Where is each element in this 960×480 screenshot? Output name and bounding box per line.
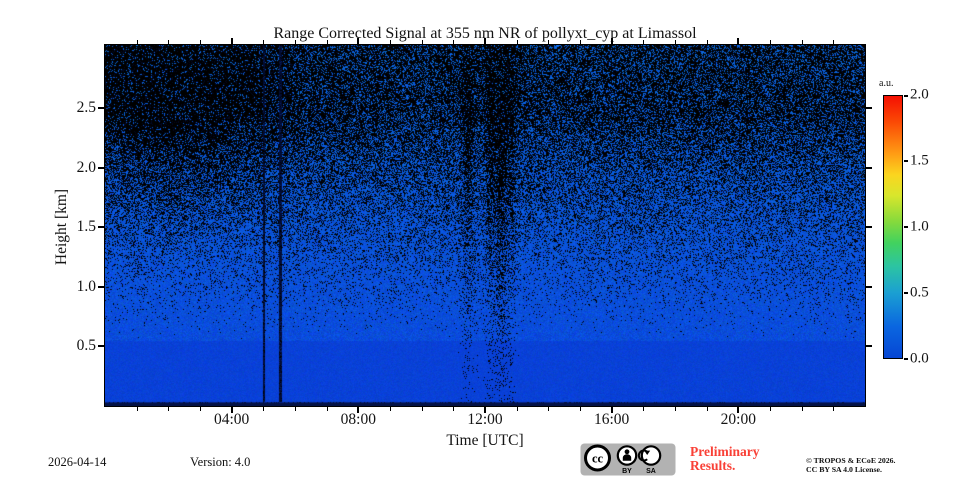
y-axis-tick-label: 0.5 — [76, 337, 96, 355]
by-person-icon — [616, 445, 638, 466]
axis-tick — [643, 407, 644, 411]
x-axis-tick-label: 12:00 — [467, 411, 503, 428]
axis-tick — [484, 38, 486, 44]
axis-tick — [904, 160, 908, 162]
y-axis-tick-label: 1.5 — [76, 218, 96, 236]
axis-tick — [675, 407, 676, 411]
axis-tick — [98, 345, 104, 348]
axis-tick — [610, 407, 613, 413]
axis-tick — [866, 166, 872, 169]
plot-area — [104, 44, 866, 407]
x-axis-tick-label: 04:00 — [214, 411, 250, 428]
axis-tick — [390, 40, 391, 44]
axis-tick — [833, 407, 834, 411]
axis-tick — [707, 40, 708, 44]
axis-tick — [357, 407, 360, 413]
footer-date: 2026-04-14 — [48, 455, 107, 469]
axis-tick — [866, 107, 872, 110]
colorbar-tick-label: 1.5 — [910, 152, 929, 169]
svg-text:cc: cc — [592, 452, 604, 466]
axis-tick — [517, 40, 518, 44]
axis-tick — [168, 407, 169, 411]
axis-tick — [904, 95, 908, 97]
axis-tick — [643, 40, 644, 44]
axis-tick — [707, 407, 708, 411]
axis-tick — [770, 40, 771, 44]
axis-tick — [230, 38, 233, 44]
cc-icon: cc — [584, 444, 611, 472]
axis-tick — [737, 38, 740, 44]
axis-tick — [98, 166, 104, 169]
axis-tick — [422, 407, 423, 411]
x-axis-tick-label: 08:00 — [340, 411, 376, 428]
axis-tick — [200, 407, 201, 411]
axis-tick — [295, 40, 296, 44]
axis-tick — [200, 40, 201, 44]
axis-tick — [802, 407, 803, 411]
copyright-line1: © TROPOS & ECoE 2026. — [806, 456, 896, 465]
axis-tick — [610, 38, 613, 44]
colorbar-tick-label: 1.0 — [910, 218, 929, 235]
cc-license-badge: cc BY SA — [580, 443, 676, 476]
axis-tick — [137, 407, 138, 411]
axis-tick — [230, 407, 233, 413]
colorbar-unit-label: a.u. — [879, 78, 894, 89]
axis-tick — [548, 407, 549, 411]
axis-tick — [327, 40, 328, 44]
footer-version: Version: 4.0 — [190, 455, 251, 469]
axis-tick — [295, 407, 296, 411]
axis-tick — [263, 407, 264, 411]
sa-arrow-icon — [637, 445, 662, 466]
axis-tick — [904, 226, 908, 228]
preliminary-results-note: Preliminary Results. — [690, 445, 759, 473]
axis-tick — [548, 40, 549, 44]
colorbar-tick-label: 2.0 — [910, 86, 929, 103]
axis-tick — [770, 407, 771, 411]
colorbar — [883, 95, 903, 359]
y-axis-tick-label: 2.5 — [76, 99, 96, 117]
axis-tick — [137, 40, 138, 44]
axis-tick — [327, 407, 328, 411]
axis-tick — [168, 40, 169, 44]
y-axis-tick-label: 2.0 — [76, 158, 96, 176]
axis-tick — [453, 40, 454, 44]
axis-tick — [98, 285, 104, 288]
x-axis-tick-label: 16:00 — [594, 411, 630, 428]
axis-tick — [904, 358, 908, 360]
axis-tick — [580, 407, 581, 411]
signal-heatmap-canvas — [105, 45, 865, 406]
axis-tick — [866, 285, 872, 288]
axis-tick — [357, 38, 360, 44]
axis-tick — [263, 40, 264, 44]
axis-tick — [675, 40, 676, 44]
axis-tick — [737, 407, 740, 413]
axis-tick — [580, 40, 581, 44]
x-axis-tick-label: 20:00 — [720, 411, 756, 428]
axis-tick — [484, 407, 486, 413]
axis-tick — [98, 107, 104, 110]
axis-tick — [453, 407, 454, 411]
colorbar-tick-label: 0.5 — [910, 284, 929, 301]
axis-tick — [904, 292, 908, 294]
axis-tick — [866, 226, 872, 229]
axis-tick — [422, 40, 423, 44]
preliminary-line1: Preliminary — [690, 444, 760, 459]
axis-tick — [833, 40, 834, 44]
copyright-line2: CC BY SA 4.0 License. — [806, 465, 882, 474]
sa-label: SA — [646, 468, 656, 475]
x-axis-label: Time [UTC] — [446, 432, 524, 449]
y-axis-tick-label: 1.0 — [76, 277, 96, 295]
axis-tick — [802, 40, 803, 44]
axis-tick — [517, 407, 518, 411]
plot-title: Range Corrected Signal at 355 nm NR of p… — [273, 25, 697, 42]
axis-tick — [866, 345, 872, 348]
copyright-note: © TROPOS & ECoE 2026. CC BY SA 4.0 Licen… — [806, 456, 896, 474]
axis-tick — [390, 407, 391, 411]
colorbar-tick-label: 0.0 — [910, 350, 929, 367]
preliminary-line2: Results. — [690, 458, 736, 473]
by-label: BY — [622, 468, 632, 475]
axis-tick — [98, 226, 104, 229]
